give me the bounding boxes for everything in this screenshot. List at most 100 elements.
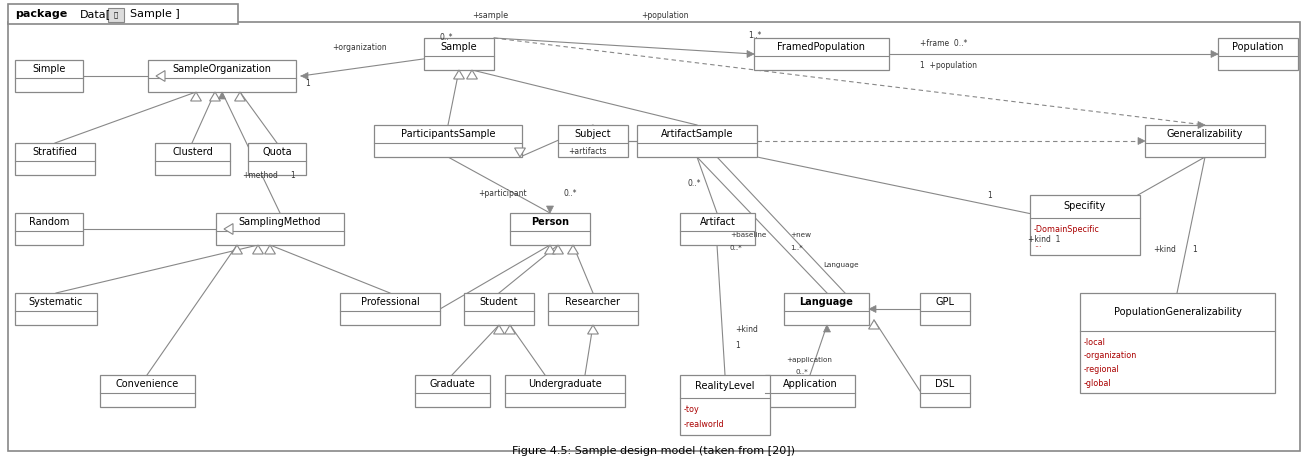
Text: Simple: Simple	[33, 64, 65, 73]
Text: +kind: +kind	[1154, 246, 1176, 254]
Text: +population: +population	[641, 11, 689, 21]
Polygon shape	[1211, 50, 1218, 57]
Polygon shape	[209, 92, 221, 101]
Bar	[249, 143, 306, 175]
Polygon shape	[587, 325, 598, 334]
Polygon shape	[547, 206, 553, 213]
Text: -realworld: -realworld	[684, 420, 725, 429]
Text: Stratified: Stratified	[33, 146, 77, 157]
Text: +frame  0..*: +frame 0..*	[920, 39, 968, 49]
Bar	[1218, 38, 1298, 70]
Text: 1..*: 1..*	[748, 32, 761, 40]
Bar	[148, 60, 296, 92]
Text: 1: 1	[988, 190, 993, 200]
Bar	[424, 38, 494, 70]
Text: ParticipantsSample: ParticipantsSample	[400, 129, 496, 139]
Text: Language: Language	[799, 297, 853, 307]
Polygon shape	[232, 245, 242, 254]
Polygon shape	[218, 92, 225, 99]
Text: PopulationGeneralizability: PopulationGeneralizability	[1113, 307, 1241, 317]
Polygon shape	[544, 245, 556, 254]
Text: SampleOrganization: SampleOrganization	[173, 64, 272, 73]
Text: -local: -local	[1084, 337, 1105, 347]
Bar	[510, 213, 590, 245]
Text: Figure 4.5: Sample design model (taken from [20]): Figure 4.5: Sample design model (taken f…	[513, 446, 795, 456]
Polygon shape	[1138, 138, 1144, 145]
Polygon shape	[824, 325, 831, 332]
Text: +organization: +organization	[332, 44, 387, 52]
Bar	[920, 375, 971, 407]
Polygon shape	[514, 148, 526, 157]
Polygon shape	[252, 245, 263, 254]
Text: +sample: +sample	[472, 11, 508, 21]
Text: Specifity: Specifity	[1063, 202, 1107, 212]
Text: DSL: DSL	[935, 379, 955, 389]
Text: -global: -global	[1084, 379, 1112, 388]
Text: FramedPopulation: FramedPopulation	[777, 42, 866, 52]
Text: 1: 1	[306, 79, 310, 89]
Bar	[920, 293, 971, 325]
Bar	[374, 125, 522, 157]
Text: 1: 1	[735, 341, 740, 349]
Text: Quota: Quota	[262, 146, 292, 157]
Bar	[548, 293, 638, 325]
Polygon shape	[869, 320, 879, 329]
Polygon shape	[568, 245, 578, 254]
Bar	[14, 213, 82, 245]
Text: 0..*: 0..*	[687, 179, 701, 187]
Bar	[8, 4, 238, 24]
Text: -toy: -toy	[684, 405, 700, 414]
Polygon shape	[467, 70, 477, 79]
Text: Clusterd: Clusterd	[173, 146, 213, 157]
Text: Subject: Subject	[574, 129, 611, 139]
Text: Artifact: Artifact	[700, 217, 735, 227]
Polygon shape	[505, 325, 515, 334]
Polygon shape	[191, 92, 201, 101]
Bar	[559, 125, 628, 157]
Text: Systematic: Systematic	[29, 297, 84, 307]
Polygon shape	[552, 245, 564, 254]
Bar	[1029, 195, 1141, 255]
Bar	[1080, 293, 1275, 393]
Text: ...: ...	[1035, 240, 1041, 249]
Text: Generalizability: Generalizability	[1167, 129, 1243, 139]
Polygon shape	[301, 73, 307, 79]
Bar	[340, 293, 439, 325]
Text: Random: Random	[29, 217, 69, 227]
Polygon shape	[1198, 122, 1205, 129]
Polygon shape	[264, 245, 276, 254]
Text: 1..*: 1..*	[790, 245, 803, 251]
Text: +kind: +kind	[735, 325, 757, 335]
Text: RealityLevel: RealityLevel	[696, 381, 755, 392]
Text: +participant: +participant	[477, 189, 527, 197]
Bar	[156, 143, 230, 175]
Text: +new: +new	[790, 232, 811, 238]
Text: 🔲: 🔲	[114, 11, 118, 18]
Text: GPL: GPL	[935, 297, 955, 307]
Bar	[1144, 125, 1265, 157]
Bar	[765, 375, 855, 407]
Bar	[637, 125, 757, 157]
Bar	[415, 375, 490, 407]
Text: Language: Language	[823, 262, 858, 268]
Text: Student: Student	[480, 297, 518, 307]
Text: Data[: Data[	[80, 9, 111, 19]
Text: 1  +population: 1 +population	[920, 61, 977, 69]
Text: 0..*: 0..*	[564, 189, 577, 197]
Bar	[464, 293, 534, 325]
Text: Graduate: Graduate	[429, 379, 475, 389]
Bar	[14, 60, 82, 92]
Text: Sample ]: Sample ]	[129, 9, 179, 19]
Text: Professional: Professional	[361, 297, 420, 307]
Text: -DomainSpecific: -DomainSpecific	[1035, 225, 1100, 234]
Text: +method: +method	[242, 170, 277, 179]
Text: ArtifactSample: ArtifactSample	[661, 129, 734, 139]
Text: +baseline: +baseline	[730, 232, 766, 238]
Bar	[216, 213, 344, 245]
Text: +artifacts: +artifacts	[569, 147, 607, 157]
Bar	[14, 143, 95, 175]
Polygon shape	[224, 224, 233, 235]
Polygon shape	[869, 306, 876, 313]
Text: 0..*: 0..*	[439, 34, 453, 43]
Polygon shape	[454, 70, 464, 79]
